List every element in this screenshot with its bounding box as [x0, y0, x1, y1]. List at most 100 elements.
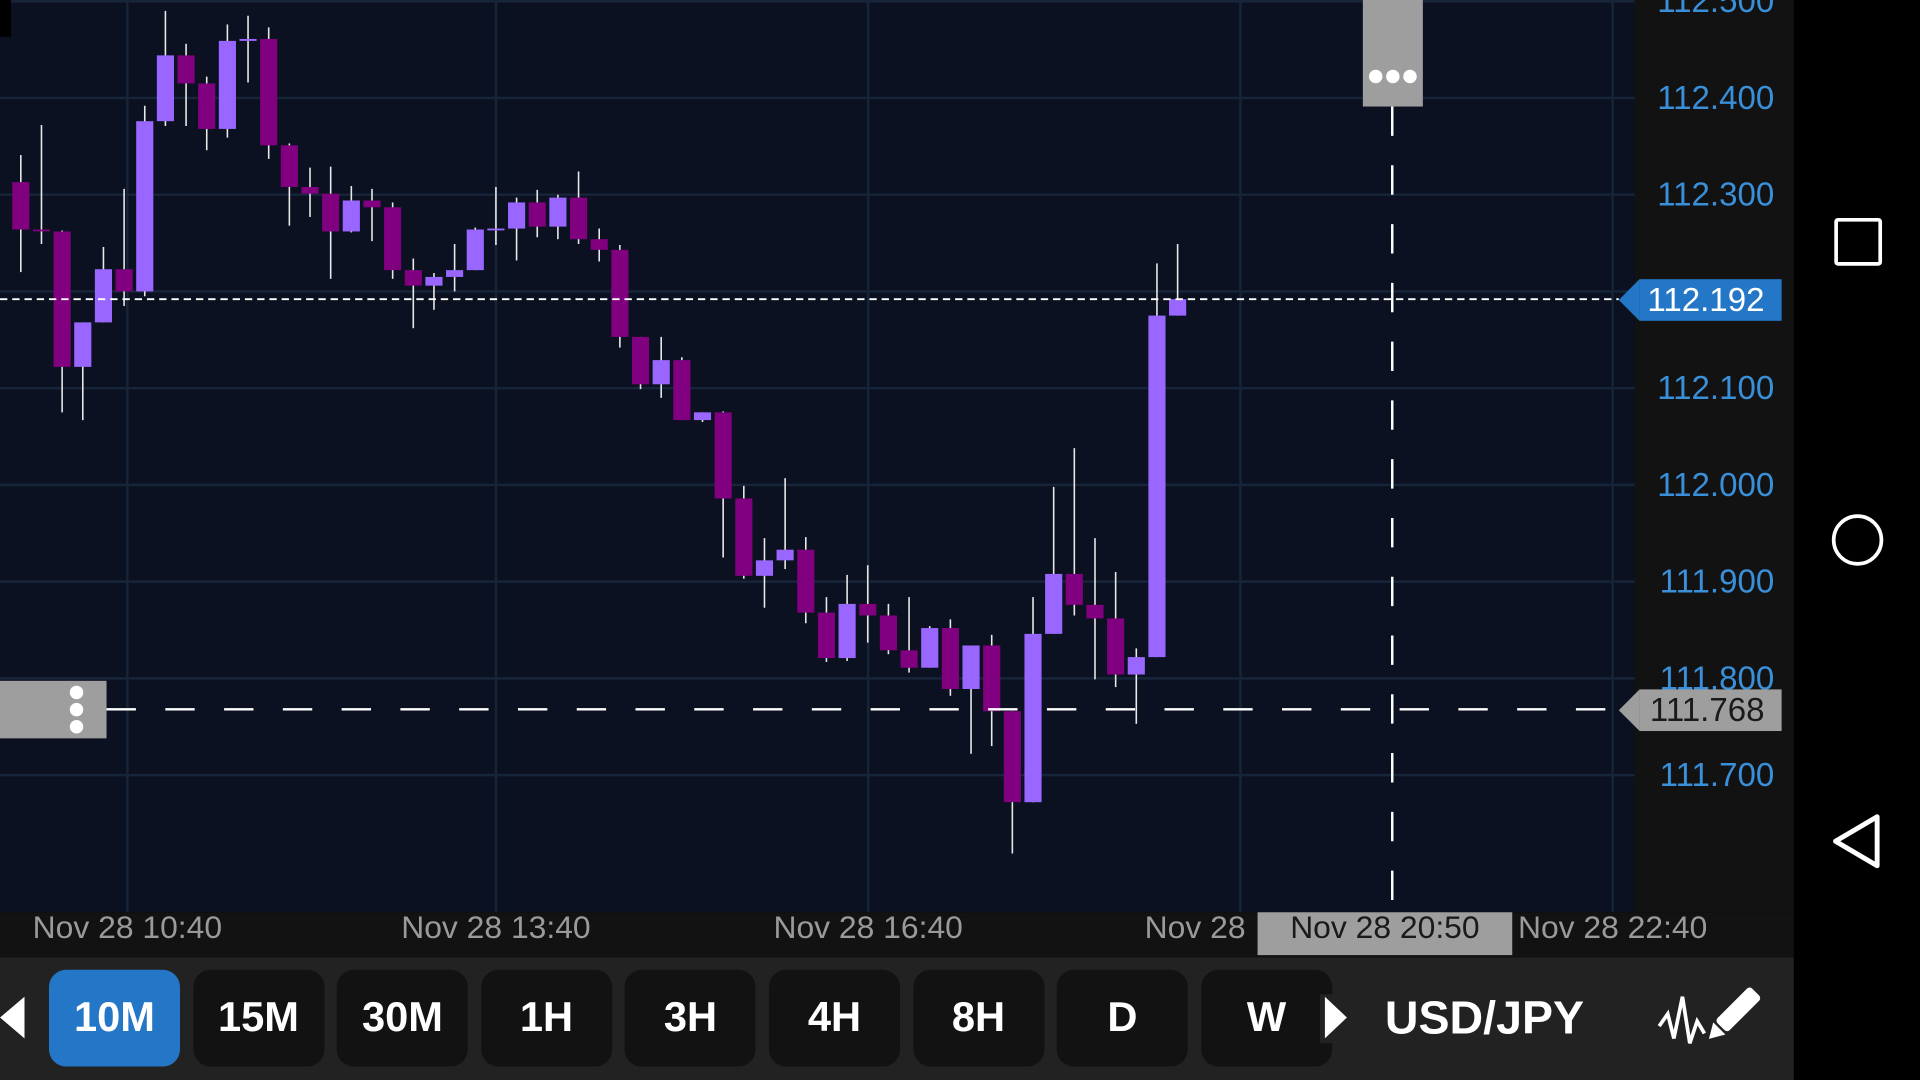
timeframe-button-4h[interactable]: 4H	[768, 969, 901, 1067]
candle-body-bullish	[136, 121, 154, 292]
right-arrow-icon	[1324, 996, 1347, 1039]
back-button[interactable]	[1831, 813, 1885, 869]
candle-body-bearish	[817, 612, 836, 659]
crosshair-menu-handle[interactable]	[1362, 0, 1423, 107]
candle-body-bearish	[322, 193, 340, 232]
candle-body-bullish	[1148, 315, 1166, 658]
candle-body-bullish	[466, 229, 484, 271]
candle-body-bullish	[1045, 573, 1063, 634]
candle-body-bullish	[1127, 657, 1145, 675]
time-label: Nov 28 22:40	[1517, 912, 1708, 946]
candle-body-bearish	[797, 549, 815, 613]
candle-body-bearish	[115, 269, 133, 292]
candle-body-bearish	[198, 83, 216, 129]
candle-body-bullish	[549, 197, 567, 227]
candle-body-bullish	[1169, 299, 1187, 316]
time-label: Nov 28 13:40	[401, 912, 591, 946]
price-axis[interactable]: 112.500 112.400 112.300 112.100 112.000 111.9…	[1634, 0, 1794, 913]
candle-body-bearish	[260, 38, 278, 146]
candle-body-bearish	[983, 645, 1001, 712]
candle-body-bearish	[280, 145, 298, 187]
left-arrow-icon	[0, 996, 25, 1039]
candle-body-bullish	[755, 560, 774, 576]
more-dots-icon	[1368, 69, 1418, 85]
price-label: 111.900	[1659, 563, 1775, 601]
time-label: Nov 28	[1144, 912, 1246, 946]
vertical-dots-icon	[69, 685, 84, 735]
timeframe-button-1h[interactable]: 1H	[480, 969, 612, 1067]
candle-body-bearish	[569, 197, 588, 240]
current-price-tag: 112.192	[1618, 279, 1782, 321]
scroll-right-button[interactable]	[1320, 994, 1350, 1044]
price-label: 111.700	[1659, 756, 1775, 794]
symbol-label[interactable]: USD/JPY	[1384, 993, 1585, 1045]
scroll-left-button[interactable]	[0, 994, 29, 1043]
back-triangle-icon	[1833, 814, 1880, 869]
price-line-handle[interactable]	[0, 680, 107, 739]
candle-body-bearish	[1107, 618, 1125, 675]
candle-body-bullish	[693, 412, 712, 421]
candle-body-bearish	[301, 186, 319, 194]
candle-body-bearish	[900, 650, 918, 668]
home-button[interactable]	[1831, 514, 1884, 566]
candle-body-bearish	[941, 628, 959, 690]
timeframe-button-3h[interactable]: 3H	[624, 969, 756, 1067]
crosshair-price-value: 111.768	[1649, 691, 1765, 729]
candle-body-bearish	[631, 336, 650, 385]
crosshair-time-label: Nov 28 20:50	[1257, 912, 1513, 956]
candle-body-bearish	[384, 207, 402, 271]
android-nav-bar	[1793, 0, 1920, 1080]
candle-body-bullish	[74, 322, 92, 367]
candle-body-bearish	[1065, 573, 1083, 605]
chart-canvas[interactable]	[0, 0, 1635, 913]
price-label: 112.100	[1657, 369, 1775, 407]
corner-marker	[0, 0, 12, 37]
candle-body-bearish	[859, 603, 877, 616]
candle-body-bearish	[32, 229, 51, 232]
candle-body-bullish	[342, 200, 360, 232]
timeframe-button-30m[interactable]: 30M	[336, 969, 468, 1067]
candle-body-bearish	[363, 200, 381, 208]
crosshair-price-tag: 111.768	[1618, 689, 1782, 732]
candle-body-bearish	[611, 249, 629, 337]
candle-body-bearish	[1086, 604, 1104, 619]
timeframe-button-d[interactable]: D	[1056, 969, 1188, 1067]
timeframe-toolbar: 10M 15M 30M 1H 3H 4H 8H D W USD/JPY	[0, 957, 1794, 1080]
candle-body-bullish	[446, 270, 464, 277]
chart-pencil-icon	[1657, 987, 1761, 1044]
candle-body-bearish	[177, 55, 195, 84]
timeframe-button-15m[interactable]: 15M	[192, 969, 324, 1067]
price-label: 112.300	[1657, 176, 1775, 214]
candle-body-bullish	[218, 40, 236, 129]
time-label: Nov 28 10:40	[32, 912, 223, 946]
candle-body-bearish	[528, 202, 546, 227]
candle-body-bullish	[962, 645, 980, 690]
candle-body-bullish	[508, 202, 526, 229]
price-label: 112.400	[1657, 79, 1775, 117]
candle-body-bearish	[714, 412, 732, 499]
candle-body-bearish	[12, 182, 30, 230]
candle-body-bullish	[1024, 633, 1042, 803]
candle-body-bearish	[590, 239, 608, 250]
timeframe-button-w[interactable]: W	[1200, 969, 1332, 1067]
candle-body-bullish	[921, 628, 939, 668]
time-axis[interactable]: Nov 28 10:40 Nov 28 13:40 Nov 28 16:40 N…	[0, 912, 1794, 958]
recent-apps-button[interactable]	[1834, 217, 1883, 266]
candle-body-bullish	[487, 228, 505, 231]
candle-body-bullish	[156, 55, 174, 122]
current-price-value: 112.192	[1647, 281, 1765, 319]
price-label: 112.000	[1657, 466, 1775, 504]
candle-body-bullish	[838, 603, 856, 659]
timeframe-button-8h[interactable]: 8H	[912, 969, 1044, 1067]
drawing-tools-button[interactable]	[1656, 980, 1764, 1058]
candle-body-bearish	[735, 498, 753, 576]
candlestick-chart[interactable]	[0, 0, 1635, 913]
time-label: Nov 28 16:40	[773, 912, 963, 946]
candle-body-bearish	[673, 360, 691, 421]
candle-body-bearish	[879, 615, 897, 651]
candle-body-bullish	[239, 38, 257, 41]
candle-body-bullish	[776, 549, 794, 561]
price-label: 112.500	[1657, 0, 1775, 20]
timeframe-button-10m[interactable]: 10M	[48, 969, 181, 1067]
